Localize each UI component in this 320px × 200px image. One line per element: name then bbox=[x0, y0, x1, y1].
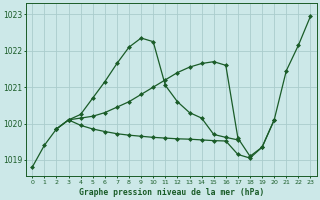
X-axis label: Graphe pression niveau de la mer (hPa): Graphe pression niveau de la mer (hPa) bbox=[79, 188, 264, 197]
